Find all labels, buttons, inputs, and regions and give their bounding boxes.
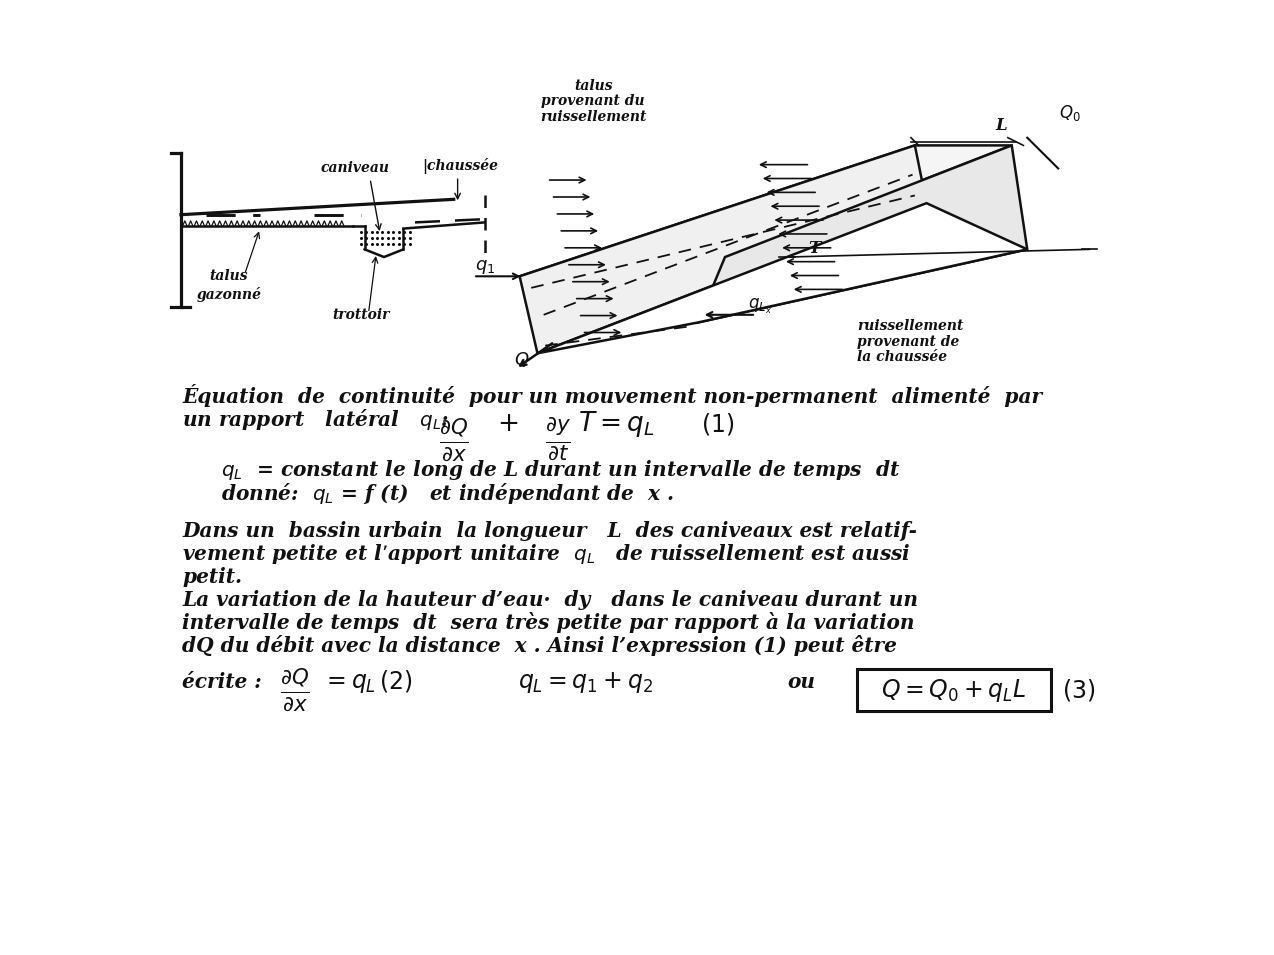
Text: $q_{L_x}$: $q_{L_x}$ [748,297,772,316]
Text: |chaussée: |chaussée [422,158,498,174]
Text: petit.: petit. [182,566,242,586]
Bar [856,669,1051,711]
Text: $(3)$: $(3)$ [1063,677,1096,703]
Text: $\frac{\partial Q}{\partial x}$: $\frac{\partial Q}{\partial x}$ [438,415,469,463]
Polygon shape [520,145,926,353]
Text: $Q$: $Q$ [515,350,530,369]
Text: $q_L = q_1 + q_2$: $q_L = q_1 + q_2$ [519,670,654,695]
Text: vement petite et l’apport unitaire  $q_L$   de ruissellement est aussi: vement petite et l’apport unitaire $q_L$… [182,541,911,565]
Text: Dans un  bassin urbain  la longueur   L  des caniveaux est relatif-: Dans un bassin urbain la longueur L des … [182,520,917,541]
Text: $Q_0$: $Q_0$ [1059,103,1080,123]
Polygon shape [538,203,1027,353]
Text: caniveau: caniveau [320,161,389,176]
Text: $q_L$  = constant le long de L durant un intervalle de temps  dt: $q_L$ = constant le long de L durant un … [222,458,901,482]
Text: L: L [996,117,1008,134]
Polygon shape [520,145,1012,276]
Text: $\frac{\partial y}{\partial t}$: $\frac{\partial y}{\partial t}$ [545,415,571,464]
Text: $+$: $+$ [497,411,519,436]
Text: La variation de la hauteur d’eau·  dy   dans le caniveau durant un: La variation de la hauteur d’eau· dy dan… [182,590,919,610]
Text: talus: talus [575,79,613,93]
Text: $T = q_L$: $T = q_L$ [578,409,655,439]
Text: $(1)$: $(1)$ [701,411,734,436]
Text: provenant de: provenant de [856,334,959,349]
Text: un rapport   latéral   $q_L$:: un rapport latéral $q_L$: [182,408,450,433]
Text: $= q_L$: $= q_L$ [322,672,376,695]
Text: ruissellement: ruissellement [856,319,963,333]
Text: provenant du: provenant du [541,95,645,108]
Text: T: T [808,241,820,257]
Text: trottoir: trottoir [333,308,390,322]
Text: la chaussée: la chaussée [856,350,947,364]
Text: ruissellement: ruissellement [540,110,646,124]
Text: $\frac{\partial Q}{\partial x}$: $\frac{\partial Q}{\partial x}$ [280,666,310,713]
Polygon shape [698,145,1027,323]
Text: écrite :: écrite : [182,672,262,692]
Text: Équation  de  continuité  pour un mouvement non-permanent  alimenté  par: Équation de continuité pour un mouvement… [182,384,1042,408]
Text: talus: talus [210,269,248,283]
Text: ou: ou [787,672,815,692]
Text: dQ du débit avec la distance  x . Ainsi l’expression (1) peut être: dQ du débit avec la distance x . Ainsi l… [182,635,897,656]
Text: intervalle de temps  dt  sera très petite par rapport à la variation: intervalle de temps dt sera très petite … [182,612,915,633]
Text: gazonné: gazonné [196,287,261,303]
Text: $q_1$: $q_1$ [475,258,494,276]
Text: $(2)$: $(2)$ [378,668,413,693]
Text: $Q = Q_0 + q_L L$: $Q = Q_0 + q_L L$ [882,677,1026,704]
Text: donné:  $q_L$ = f (t)   et indépendant de  x .: donné: $q_L$ = f (t) et indépendant de x… [222,480,674,505]
